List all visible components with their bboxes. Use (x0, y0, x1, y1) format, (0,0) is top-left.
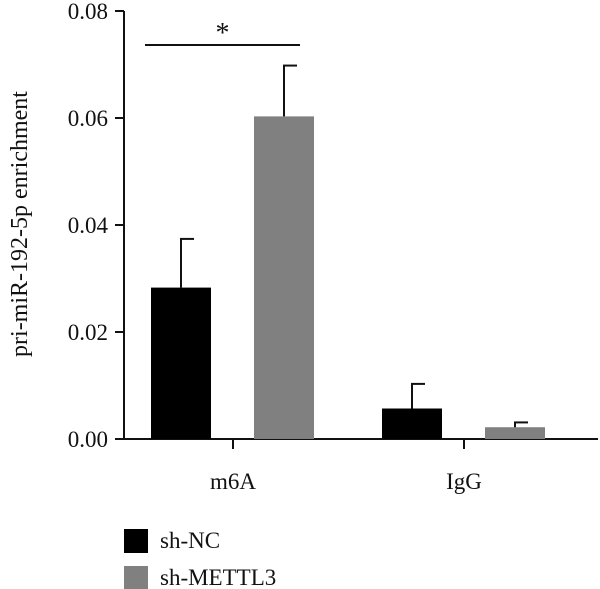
legend-swatch-sh-mettl3 (124, 566, 148, 589)
annotations: * (145, 18, 300, 49)
bars (151, 64, 545, 440)
bar-sh-nc-m6a (151, 287, 211, 439)
bar-sh-mettl3-igg (485, 427, 545, 439)
bar-sh-nc-igg (382, 408, 442, 439)
legend-label: sh-METTL3 (160, 565, 276, 589)
y-tick-label: 0.00 (68, 427, 108, 452)
significance-marker: * (216, 18, 230, 49)
x-tick-label: IgG (446, 469, 482, 494)
y-tick-label: 0.08 (68, 0, 108, 24)
x-axis: m6A IgG (123, 438, 598, 494)
y-axis: 0.00 0.02 0.04 0.06 0.08 (68, 0, 125, 452)
legend-swatch-sh-nc (124, 529, 148, 553)
y-tick-label: 0.06 (68, 106, 108, 131)
bar-sh-mettl3-m6a (254, 116, 314, 440)
y-tick-label: 0.04 (68, 213, 109, 238)
y-axis-title: pri-miR-192-5p enrichment (7, 91, 33, 357)
y-tick-label: 0.02 (68, 320, 108, 345)
x-tick-label: m6A (210, 469, 256, 494)
legend: sh-NC sh-METTL3 (124, 528, 276, 589)
legend-label: sh-NC (160, 528, 220, 553)
